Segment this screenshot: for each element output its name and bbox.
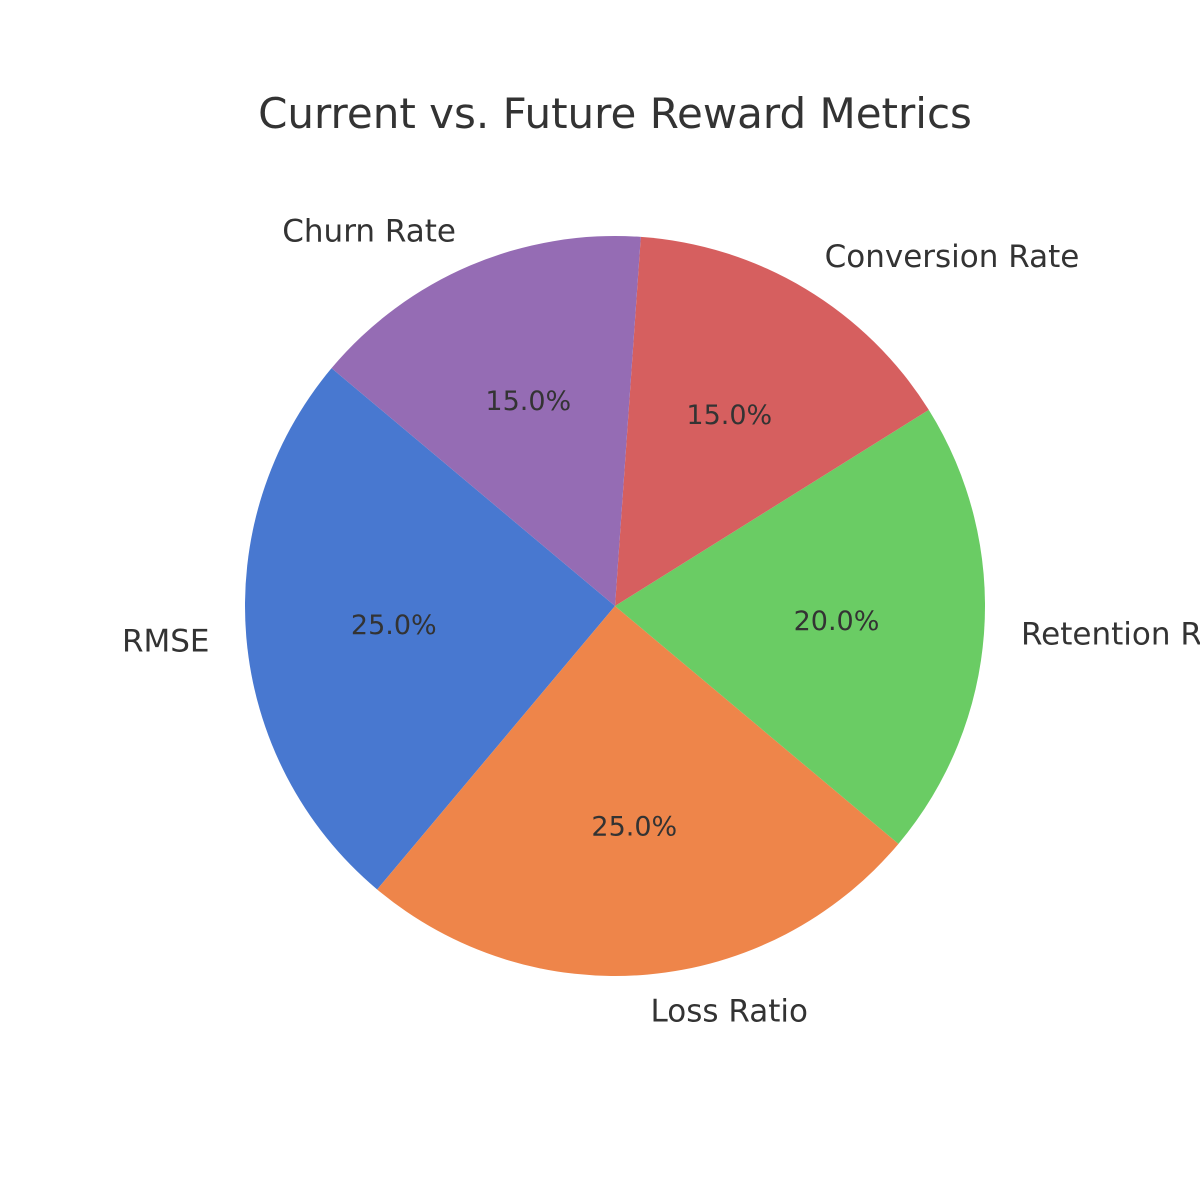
pie-slice-conversion-rate	[615, 236, 929, 606]
slice-label-churn-rate: Churn Rate	[282, 213, 456, 249]
slice-percent-retention-rate: 20.0%	[794, 606, 880, 637]
slice-label-conversion-rate: Conversion Rate	[825, 239, 1080, 275]
slice-percent-rmse: 25.0%	[351, 610, 437, 641]
slice-percent-churn-rate: 15.0%	[485, 386, 571, 417]
pie-labels: RMSE 25.0% Loss Ratio 25.0% Retention Rate 20…	[122, 213, 1200, 1029]
pie-slice-loss-ratio	[377, 606, 899, 977]
pie-slices	[244, 235, 986, 977]
pie-slice-churn-rate	[331, 235, 641, 606]
slice-percent-conversion-rate: 15.0%	[686, 400, 772, 431]
slice-label-retention-rate: Retention Rate	[1021, 616, 1200, 652]
pie-slice-retention-rate	[615, 409, 986, 844]
chart-title: Current vs. Future Reward Metrics	[258, 89, 972, 138]
pie-slice-rmse	[244, 368, 615, 890]
slice-label-loss-ratio: Loss Ratio	[651, 994, 808, 1030]
slice-percent-loss-ratio: 25.0%	[591, 812, 677, 843]
slice-label-rmse: RMSE	[122, 624, 210, 660]
